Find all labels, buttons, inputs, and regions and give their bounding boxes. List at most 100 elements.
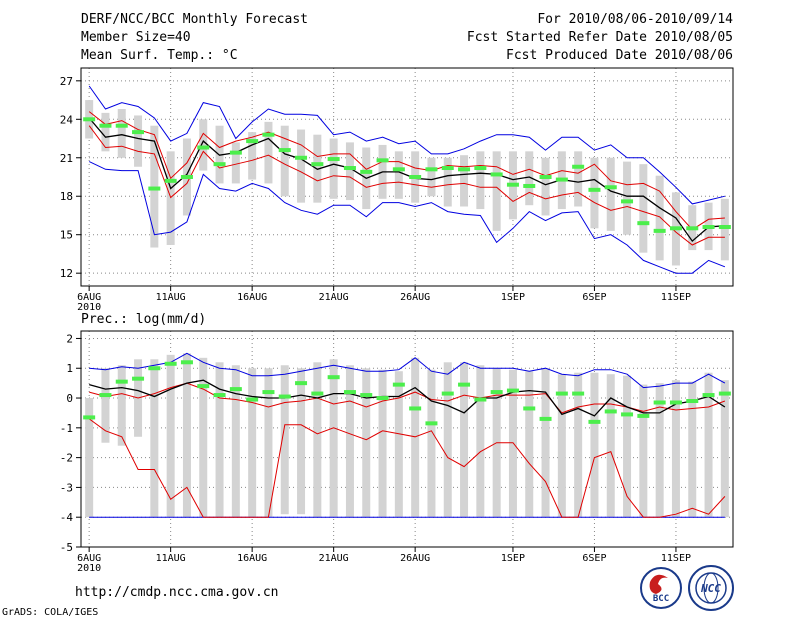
temp-spread-bar — [134, 115, 143, 167]
temp-observed-marker — [197, 145, 210, 150]
temp-observed-marker — [506, 182, 519, 187]
temp-spread-bar — [460, 155, 469, 207]
prec-observed-marker — [83, 415, 96, 420]
temp-observed-marker — [229, 150, 242, 155]
temp-observed-marker — [669, 226, 682, 231]
temp-observed-marker — [262, 132, 275, 137]
temp-line-ensemble-max — [88, 85, 726, 205]
prec-observed-marker — [539, 416, 552, 421]
prec-spread-bar — [280, 365, 289, 515]
temp-observed-marker — [702, 225, 715, 230]
prec-ytick-label: -3 — [60, 481, 73, 494]
prec-observed-marker — [229, 387, 242, 392]
temp-observed-marker — [115, 123, 128, 128]
prec-ytick-label: -2 — [60, 452, 73, 465]
temp-ytick-label: 12 — [60, 267, 73, 280]
prec-ytick-label: 2 — [66, 332, 73, 345]
temp-observed-marker — [99, 123, 112, 128]
prec-xtick-label: 1SEP — [501, 553, 525, 564]
temp-xtick-label: 26AUG — [400, 292, 430, 303]
prec-spread-bar — [508, 369, 517, 518]
prec-observed-marker — [311, 391, 324, 396]
chart-title: DERF/NCC/BCC Monthly Forecast — [81, 12, 308, 27]
temp-observed-marker — [539, 175, 552, 179]
temp-observed-marker — [441, 166, 454, 171]
temperature-plot-frame — [80, 67, 734, 287]
temp-ytick-label: 15 — [60, 229, 73, 242]
prec-xtick-label: 11SEP — [661, 553, 691, 564]
temp-ytick-label: 18 — [60, 190, 73, 203]
prec-observed-marker — [360, 393, 373, 398]
prec-xtick-label: 26AUG — [400, 553, 430, 564]
temp-observed-marker — [588, 187, 601, 192]
temp-spread-bar — [248, 132, 257, 180]
prec-spread-bar — [182, 353, 191, 518]
prec-observed-marker — [425, 421, 438, 426]
temp-line-mean-std — [88, 125, 725, 246]
prec-ytick-label: -1 — [60, 422, 73, 435]
temp-observed-marker — [392, 167, 405, 172]
prec-observed-marker — [213, 393, 226, 398]
prec-observed-marker — [555, 391, 568, 396]
temp-observed-marker — [246, 139, 259, 144]
prec-spread-bar — [85, 398, 94, 518]
prec-spread-bar — [574, 372, 583, 518]
prec-observed-marker — [376, 396, 389, 401]
temp-line-ensemble-min — [88, 161, 726, 274]
temp-xtick-label: 6AUG — [77, 292, 101, 303]
bcc-logo: BCC — [640, 567, 682, 609]
prec-observed-marker — [669, 400, 682, 405]
temp-spread-bar — [623, 161, 632, 235]
prec-spread-bar — [199, 357, 208, 518]
ncc-logo-text: NCC — [700, 582, 721, 595]
prec-spread-bar — [248, 368, 257, 518]
prec-ytick-label: -5 — [60, 541, 73, 554]
temp-spread-bar — [345, 142, 354, 201]
prec-spread-bar — [541, 368, 550, 518]
prec-observed-marker — [278, 394, 291, 399]
temp-observed-marker — [180, 175, 193, 179]
temp-spread-bar — [231, 142, 240, 184]
prec-spread-bar — [362, 368, 371, 518]
ncc-logo-meridian — [703, 572, 719, 604]
grads-credit: GrADS: COLA/IGES — [2, 607, 98, 618]
temp-spread-bar — [394, 151, 403, 199]
prec-spread-bar — [590, 372, 599, 518]
temp-observed-marker — [490, 172, 503, 177]
precipitation-panel-title: Prec.: log(mm/d) — [81, 312, 206, 327]
prec-observed-marker — [506, 388, 519, 393]
temp-observed-marker — [409, 175, 422, 179]
prec-observed-marker — [327, 375, 340, 380]
temp-spread-bar — [639, 164, 648, 253]
temp-observed-marker — [148, 186, 161, 191]
temp-spread-bar — [329, 138, 338, 199]
prec-observed-marker — [523, 406, 536, 411]
prec-observed-marker — [637, 413, 650, 418]
prec-spread-bar — [671, 380, 680, 518]
prec-spread-bar — [101, 368, 110, 443]
temp-observed-marker — [360, 169, 373, 174]
prec-spread-bar — [264, 368, 273, 518]
prec-xtick-label: 16AUG — [237, 553, 267, 564]
temp-observed-marker — [718, 225, 731, 230]
prec-observed-marker — [588, 419, 601, 424]
temp-spread-bar — [427, 157, 436, 197]
prec-line-ensemble-max — [89, 352, 726, 389]
temp-xtick-year-label: 2010 — [77, 302, 101, 313]
prec-observed-marker — [132, 376, 145, 381]
prec-observed-marker — [262, 390, 275, 395]
temp-observed-marker — [278, 148, 291, 153]
prec-line-mean-std — [88, 418, 726, 518]
temp-observed-marker — [604, 185, 617, 190]
prec-spread-bar — [313, 362, 322, 518]
prec-spread-bar — [117, 365, 126, 446]
prec-spread-bar — [345, 365, 354, 518]
temp-observed-marker — [425, 167, 438, 172]
temp-spread-bar — [443, 157, 452, 207]
temp-observed-marker — [376, 158, 389, 163]
prec-spread-bar — [720, 380, 729, 518]
prec-observed-marker — [490, 390, 503, 395]
temp-xtick-label: 11SEP — [661, 292, 691, 303]
prec-line-ensemble-mean — [89, 379, 726, 417]
